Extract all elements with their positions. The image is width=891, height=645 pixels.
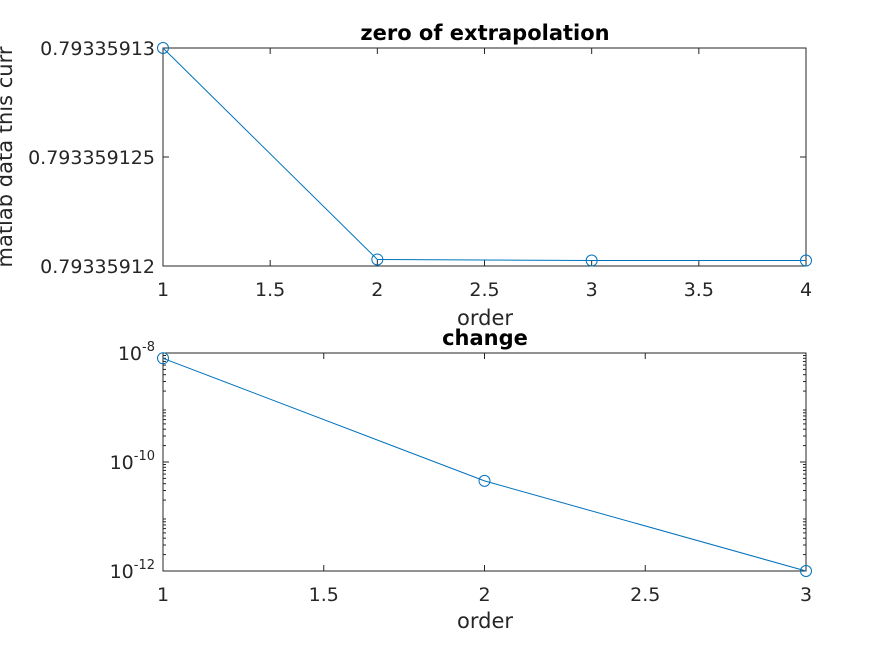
x-axis-label: order xyxy=(457,609,513,633)
y-tick-label: 10-12 xyxy=(110,558,155,583)
x-tick-label: 1 xyxy=(157,584,169,606)
data-point xyxy=(800,565,812,577)
x-tick-label: 3 xyxy=(586,279,598,301)
data-point xyxy=(157,42,169,54)
x-tick-label: 2 xyxy=(371,279,383,301)
x-tick-label: 1.5 xyxy=(309,584,339,606)
x-tick-label: 1.5 xyxy=(255,279,285,301)
series-line xyxy=(162,47,806,262)
y-axis: 0.79335912 0.793359125 0.79335913 xyxy=(28,38,806,278)
y-axis-label: matlab data this curr xyxy=(0,46,17,267)
plot-area xyxy=(162,47,807,267)
data-point xyxy=(478,474,491,487)
x-tick-label: 3 xyxy=(800,584,812,606)
x-axis-label: order xyxy=(457,306,513,330)
chart-title: zero of extrapolation xyxy=(360,21,609,45)
data-point xyxy=(371,253,384,266)
x-axis: 1 1.5 2 2.5 3 xyxy=(157,353,812,606)
y-tick-label: 0.793359125 xyxy=(28,147,155,169)
x-tick-label: 1 xyxy=(157,279,169,301)
x-tick-label: 2 xyxy=(478,584,490,606)
x-tick-label: 3.5 xyxy=(684,279,714,301)
subplot-change: change 1 1.5 2 2.5 3 10-12 10-10 10-8 order xyxy=(110,326,812,633)
x-tick-label: 2.5 xyxy=(630,584,660,606)
data-point xyxy=(585,254,598,267)
y-tick-label: 10-8 xyxy=(118,340,155,365)
x-tick-label: 2.5 xyxy=(469,279,499,301)
series-group xyxy=(157,352,812,577)
series-group xyxy=(157,42,812,267)
series-line xyxy=(162,357,807,572)
y-tick-label: 0.79335913 xyxy=(40,38,155,60)
data-point xyxy=(800,254,812,267)
y-axis: 10-12 10-10 10-8 xyxy=(110,340,806,583)
subplot-zero-of-extrapolation: zero of extrapolation 1 1.5 2 2.5 3 3.5 4 0.79… xyxy=(0,21,812,330)
y-tick-label: 10-10 xyxy=(110,449,155,474)
chart-title: change xyxy=(442,326,528,350)
x-tick-label: 4 xyxy=(800,279,812,301)
plot-area xyxy=(162,352,807,572)
data-point xyxy=(157,352,169,365)
y-tick-label: 0.79335912 xyxy=(40,256,155,278)
